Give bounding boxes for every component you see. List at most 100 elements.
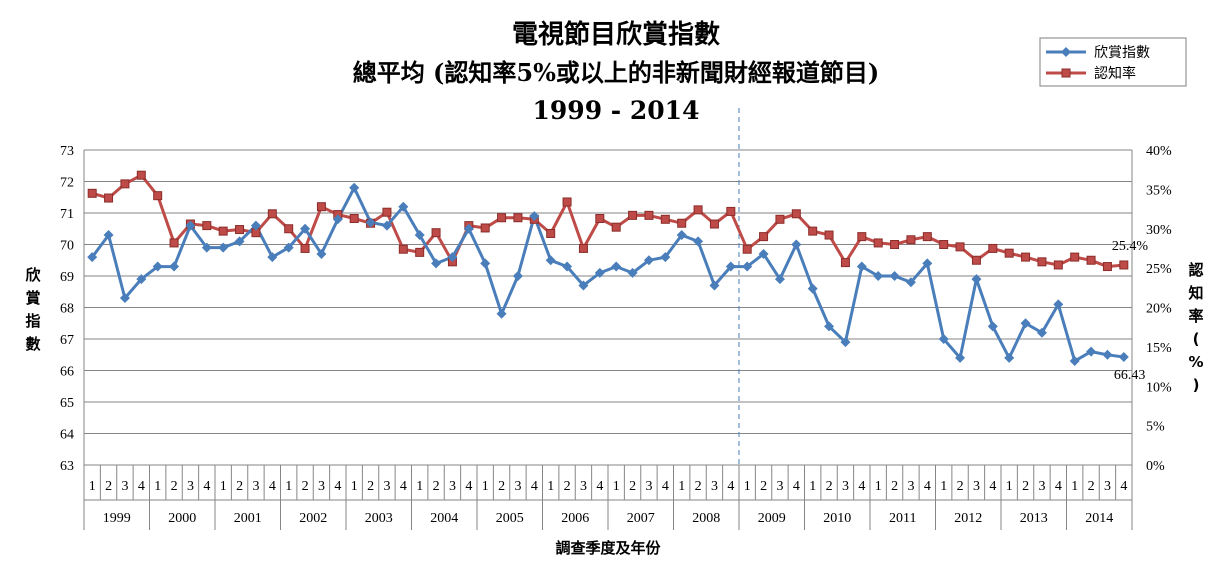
data-point-appreciation — [725, 261, 736, 272]
y2-tick-label: 5% — [1146, 420, 1165, 435]
data-point-appreciation — [1102, 349, 1113, 360]
y-tick-label: 73 — [60, 144, 74, 159]
axis-tick-labels: 63 64 65 66 67 68 69 70 71 72 73 0% 5% 10% 15% 20% 25% 30… — [60, 144, 1172, 474]
data-point-awareness — [1004, 248, 1014, 258]
quarter-label: 1 — [613, 479, 620, 494]
x-axis-label: 調查季度及年份 — [555, 539, 661, 557]
data-point-awareness — [218, 226, 228, 236]
data-point-awareness — [382, 207, 392, 217]
data-point-appreciation — [119, 293, 130, 304]
y2-tick-label: 0% — [1146, 459, 1165, 474]
data-point-awareness — [120, 179, 130, 189]
data-point-awareness — [1070, 252, 1080, 262]
data-point-appreciation — [611, 261, 622, 272]
y2-axis-label-char: 知 — [1188, 284, 1203, 302]
data-point-awareness — [284, 224, 294, 234]
data-point-appreciation — [283, 242, 294, 253]
data-point-appreciation — [136, 274, 147, 285]
data-point-awareness — [136, 170, 146, 180]
data-point-awareness — [1102, 262, 1112, 272]
legend-marker-appreciation — [1061, 47, 1071, 57]
data-point-appreciation — [873, 271, 884, 281]
quarter-label: 4 — [793, 479, 800, 494]
annotations: 66.43 25.4% — [1112, 239, 1149, 383]
quarter-label: 4 — [924, 479, 931, 494]
y2-tick-label: 20% — [1146, 302, 1172, 317]
quarter-label: 2 — [236, 479, 243, 494]
data-point-awareness — [955, 242, 965, 252]
quarter-label: 3 — [645, 479, 652, 494]
y-tick-label: 65 — [60, 396, 74, 411]
data-point-appreciation — [152, 261, 163, 272]
data-point-awareness — [546, 228, 556, 238]
data-point-appreciation — [955, 352, 966, 363]
data-point-awareness — [202, 221, 212, 231]
legend: 欣賞指數 認知率 — [1039, 37, 1187, 87]
y-tick-label: 66 — [60, 365, 74, 380]
data-point-awareness — [808, 226, 818, 236]
quarter-label: 4 — [531, 479, 538, 494]
quarter-label: 2 — [105, 479, 112, 494]
data-point-appreciation — [660, 252, 671, 263]
data-point-appreciation — [365, 217, 376, 228]
quarter-label: 3 — [187, 479, 194, 494]
data-point-awareness — [628, 210, 638, 220]
data-point-appreciation — [856, 261, 867, 272]
data-point-appreciation — [169, 261, 180, 272]
data-point-appreciation — [300, 223, 311, 234]
data-point-awareness — [759, 232, 769, 242]
chart-title-line-3: 1999 - 2014 — [533, 96, 700, 125]
data-point-awareness — [104, 193, 114, 203]
y-tick-label: 68 — [60, 302, 74, 317]
data-point-appreciation — [545, 255, 556, 266]
data-point-awareness — [971, 255, 981, 265]
y-axis-label-char: 欣 — [25, 266, 41, 284]
year-label: 2006 — [561, 511, 589, 526]
data-point-awareness — [988, 243, 998, 253]
quarter-label: 4 — [1120, 479, 1127, 494]
data-point-appreciation — [267, 252, 278, 263]
quarter-label: 3 — [580, 479, 587, 494]
data-point-awareness — [726, 206, 736, 216]
quarter-label: 4 — [1055, 479, 1062, 494]
quarter-label: 1 — [285, 479, 292, 494]
data-point-appreciation — [414, 230, 425, 241]
legend-label-awareness: 認知率 — [1094, 65, 1136, 82]
data-point-awareness — [497, 213, 507, 223]
data-point-awareness — [153, 191, 163, 201]
chart-title-line-2: 總平均 (認知率5%或以上的非新聞財經報道節目) — [353, 58, 880, 87]
data-point-awareness — [922, 232, 932, 242]
data-point-appreciation — [791, 239, 802, 250]
quarter-label: 2 — [367, 479, 374, 494]
chart-title-line-1: 電視節目欣賞指數 — [512, 19, 720, 50]
quarter-label: 4 — [269, 479, 276, 494]
y2-axis-label-char: 率 — [1188, 307, 1203, 325]
data-point-awareness — [709, 219, 719, 229]
data-point-appreciation — [234, 236, 245, 247]
data-point-appreciation — [512, 271, 523, 281]
data-point-appreciation — [807, 283, 818, 294]
quarter-label: 1 — [1006, 479, 1013, 494]
quarter-label: 3 — [252, 479, 259, 494]
data-point-appreciation — [398, 201, 409, 212]
data-point-awareness — [1119, 260, 1129, 270]
y2-axis-label-char: % — [1188, 353, 1203, 371]
year-label: 2000 — [168, 511, 196, 526]
y2-tick-label: 15% — [1146, 341, 1172, 356]
data-point-appreciation — [693, 236, 704, 247]
data-point-appreciation — [627, 267, 638, 278]
data-point-appreciation — [381, 220, 392, 231]
y2-tick-label: 25% — [1146, 262, 1172, 277]
data-point-awareness — [398, 244, 408, 254]
y2-tick-label: 40% — [1146, 144, 1172, 159]
quarter-label: 1 — [351, 479, 358, 494]
quarter-label: 2 — [302, 479, 309, 494]
data-point-awareness — [87, 188, 97, 198]
quarter-label: 3 — [907, 479, 914, 494]
data-label-awareness: 25.4% — [1112, 239, 1149, 254]
quarter-label: 3 — [121, 479, 128, 494]
data-point-awareness — [660, 214, 670, 224]
data-point-appreciation — [840, 337, 851, 348]
data-point-awareness — [939, 240, 949, 249]
quarter-label: 4 — [138, 479, 145, 494]
